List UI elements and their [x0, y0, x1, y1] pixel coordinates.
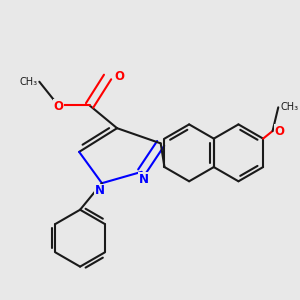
Text: O: O [53, 100, 63, 113]
Text: CH₃: CH₃ [19, 77, 38, 87]
Text: O: O [114, 70, 124, 83]
Text: N: N [139, 173, 148, 186]
Text: O: O [274, 124, 284, 137]
Text: N: N [95, 184, 105, 197]
Text: CH₃: CH₃ [280, 102, 298, 112]
